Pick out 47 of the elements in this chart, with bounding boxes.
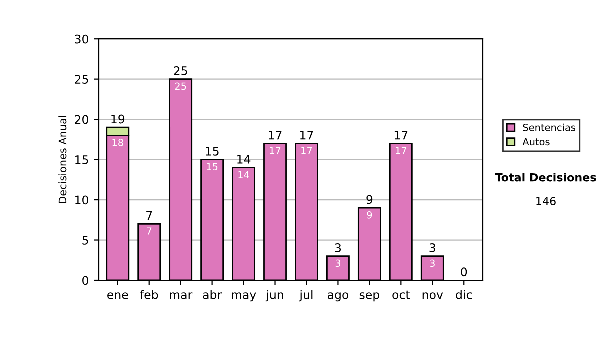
y-tick-label: 30 [75,34,88,44]
y-tick-label: 25 [75,75,88,84]
x-tick-label: abr [203,290,222,300]
legend-label: Autos [522,138,550,146]
x-tick-label: dic [456,290,472,300]
x-tick-label: jun [266,290,284,302]
data-label: 17 [302,147,312,154]
total-label: 19 [112,114,125,124]
total-label: 0 [461,268,468,277]
x-tick-label: feb [140,290,158,300]
data-label: 18 [112,139,124,146]
total-label: 17 [269,131,282,140]
y-tick-label: 15 [76,156,88,164]
total-label: 3 [335,244,342,252]
x-tick-label: oct [392,290,410,300]
data-label: 3 [430,260,435,268]
y-axis-title: Decisiones Anual [58,116,67,204]
x-tick-label: mar [170,292,193,300]
y-tick-label: 20 [75,115,88,124]
x-tick-label: may [232,292,256,302]
x-tick-label: sep [360,292,380,302]
x-tick-label: jul [300,290,313,302]
y-tick-label: 10 [76,196,88,205]
total-label: 25 [174,66,188,76]
total-label: 17 [300,131,314,140]
text: Total Decisiones [495,173,596,182]
data-label: 17 [270,147,281,154]
x-tick-label: nov [422,292,444,300]
x-tick-label: ago [328,292,349,302]
x-tick-label: ene [108,292,128,300]
data-label: 14 [238,171,250,178]
legend-label: Sentencias [523,124,576,132]
total-label: 14 [238,155,251,164]
data-label: 3 [336,260,341,268]
total-label: 17 [394,131,408,140]
total-label: 7 [146,212,152,220]
data-label: 15 [207,163,218,171]
total-label: 3 [430,244,436,252]
data-label: 25 [175,82,186,90]
data-label: 9 [367,211,372,219]
y-tick-label: 0 [82,276,88,286]
text: 146 [536,197,556,206]
data-label: 7 [147,228,152,235]
total-label: 15 [206,147,219,156]
y-tick-label: 5 [82,236,88,245]
data-label: 17 [396,147,407,154]
total-label: 9 [366,195,373,204]
